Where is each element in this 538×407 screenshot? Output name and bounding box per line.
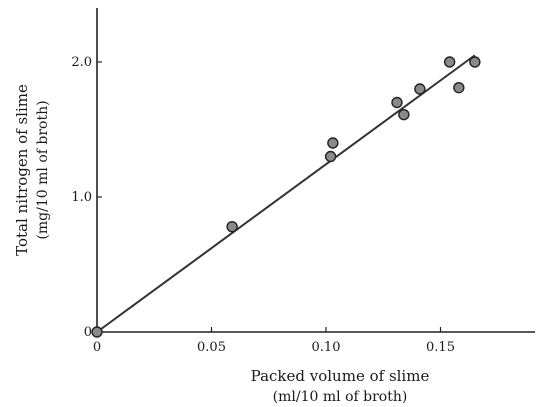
x-tick-label: 0 — [93, 340, 101, 355]
data-point — [469, 56, 481, 68]
y-axis-title: Total nitrogen of slime — [13, 84, 31, 256]
x-tick-label: 0.05 — [197, 340, 226, 355]
data-points — [91, 56, 481, 338]
data-point — [391, 96, 403, 109]
data-point — [453, 81, 465, 94]
x-tick-label: 0.15 — [426, 340, 455, 355]
tick-labels: 0 0.05 0.10 0.15 0 1.0 2.0 — [71, 55, 455, 355]
data-point — [398, 108, 410, 121]
x-tick-label: 0.10 — [312, 340, 341, 355]
data-point — [226, 220, 238, 233]
data-point — [443, 56, 456, 68]
data-point — [324, 150, 337, 163]
data-point — [414, 83, 426, 95]
y-tick-label: 1.0 — [71, 190, 92, 205]
axes — [96, 8, 535, 333]
y-tick-label: 2.0 — [71, 55, 92, 70]
y-tick-label: 0 — [84, 325, 92, 340]
data-point — [327, 137, 339, 149]
data-point — [91, 326, 103, 338]
y-axis-unit: (mg/10 ml of broth) — [35, 100, 51, 239]
fit-line-group — [96, 54, 476, 333]
fit-line — [96, 54, 476, 333]
x-axis-unit: (ml/10 ml of broth) — [273, 389, 408, 405]
x-axis-title: Packed volume of slime — [251, 367, 430, 385]
